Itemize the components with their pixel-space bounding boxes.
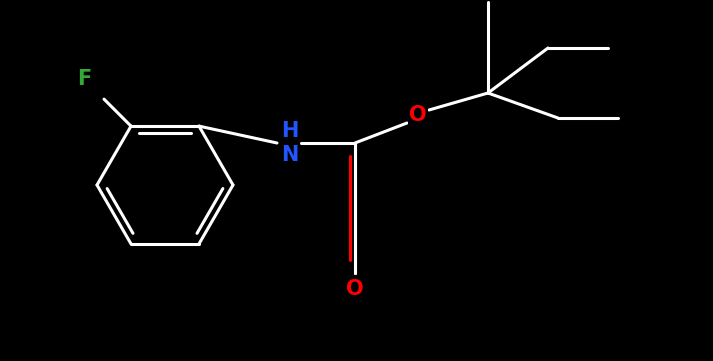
Text: O: O: [409, 105, 427, 125]
Text: H
N: H N: [282, 121, 299, 165]
Text: F: F: [77, 69, 91, 89]
Text: O: O: [347, 279, 364, 299]
